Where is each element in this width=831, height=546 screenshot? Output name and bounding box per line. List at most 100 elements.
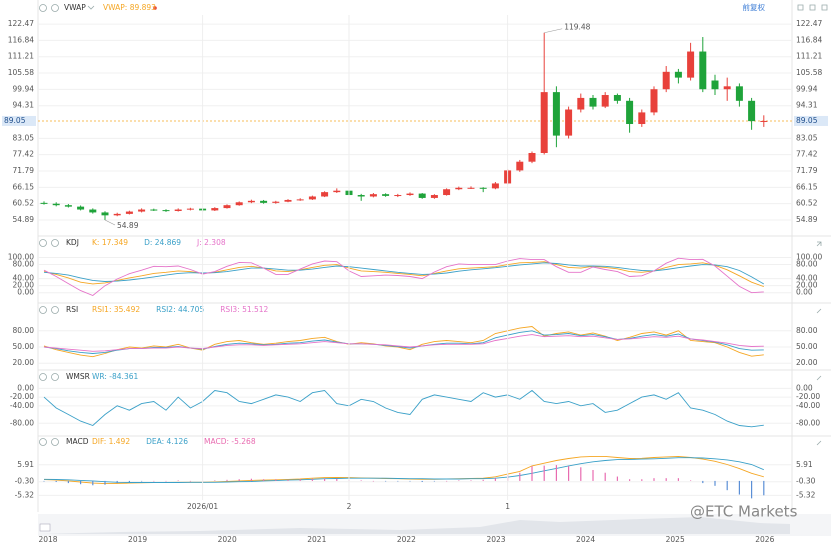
candle-body (601, 95, 609, 107)
histogram-bar (104, 480, 106, 485)
y-tick-label: 99.94 (796, 84, 818, 93)
candle-body (174, 209, 182, 211)
settings-icon[interactable] (39, 438, 47, 446)
histogram-bar (616, 476, 618, 481)
navigator-year: 2019 (128, 535, 147, 544)
candle-body (211, 208, 219, 211)
y-tick-label: -0.30 (796, 477, 816, 486)
y-tick-label: 20.00 (796, 281, 818, 290)
y-tick-label: 60.52 (796, 199, 818, 208)
legend-entry: MACD: -5.268 (204, 437, 256, 446)
navigator-year: 2020 (218, 535, 237, 544)
y-tick-label: 50.00 (13, 342, 35, 351)
indicator-line (43, 257, 764, 297)
indicator-line (43, 389, 764, 428)
candle-body (382, 194, 390, 196)
dropdown-icon[interactable] (87, 5, 95, 10)
last-price-box (794, 115, 828, 126)
y-tick-label: 77.42 (13, 150, 35, 159)
y-tick-label: 80.00 (796, 260, 818, 269)
legend-entry: RSI3: 51.512 (220, 305, 268, 314)
y-tick-label: 105.58 (796, 68, 822, 77)
settings-icon[interactable] (39, 306, 47, 314)
candle-body (272, 201, 280, 203)
candle-body (308, 196, 316, 200)
y-tick-label: 122.47 (796, 19, 822, 28)
y-tick-label: 20.00 (13, 281, 35, 290)
y-tick-label: -40.00 (10, 401, 34, 410)
candle-body (40, 202, 48, 204)
histogram-bar (446, 480, 448, 482)
expand-icons[interactable] (816, 241, 822, 446)
navigator-area (38, 517, 790, 534)
candle-body (77, 206, 85, 210)
candle-body (455, 187, 463, 190)
adjust-label[interactable]: 前复权 (743, 2, 766, 12)
y-tick-label: 54.89 (13, 215, 35, 224)
y-tick-label: 80.00 (13, 326, 35, 335)
indicator-line (43, 330, 764, 354)
candle-body (369, 194, 377, 197)
settings-icon[interactable] (39, 4, 47, 12)
histogram-bar (67, 480, 69, 484)
candle-body (235, 202, 243, 206)
candle-body (650, 89, 658, 113)
y-tick-label: 122.47 (8, 19, 34, 28)
panel-title: VWAP (64, 3, 86, 12)
histogram-bar (751, 480, 753, 499)
candle-body (638, 112, 646, 125)
window-icons[interactable] (797, 4, 828, 11)
histogram-bar (226, 479, 228, 481)
y-tick-label: 100.00 (8, 253, 34, 262)
histogram-bar (397, 480, 399, 482)
y-tick-label: 40.00 (13, 274, 35, 283)
eye-icon[interactable] (51, 239, 59, 247)
histogram-bar (214, 480, 216, 481)
candle-body (64, 205, 72, 207)
x-tick-label: 1 (505, 502, 510, 511)
histogram-bar (677, 478, 679, 481)
candle-body (662, 71, 670, 90)
panel-title: RSI (66, 305, 78, 314)
navigator-handle[interactable] (39, 523, 51, 532)
y-tick-label: 5.91 (796, 460, 813, 469)
candle-body (89, 209, 97, 213)
candle-body (260, 200, 268, 203)
histogram-bar (555, 465, 557, 481)
eye-icon[interactable] (51, 438, 59, 446)
candle-body (735, 86, 743, 101)
y-tick-label: -0.30 (15, 477, 35, 486)
eye-icon[interactable] (51, 373, 59, 381)
eye-icon[interactable] (51, 306, 59, 314)
settings-icon[interactable] (39, 239, 47, 247)
histogram-bar (604, 472, 606, 481)
candle-body (516, 161, 524, 171)
indicator-line (43, 262, 765, 285)
low-leader (104, 219, 116, 226)
histogram-bar (153, 480, 155, 482)
candle-body (333, 190, 341, 193)
candle-body (491, 183, 499, 189)
candle-body (613, 95, 621, 101)
candle-body (138, 209, 146, 212)
candle-body (565, 109, 573, 136)
y-tick-label: 99.94 (13, 84, 35, 93)
histogram-bar (702, 480, 704, 484)
histogram-bar (141, 480, 143, 482)
histogram-bar (287, 479, 289, 481)
candle-body (748, 100, 756, 122)
candle-body (52, 203, 60, 206)
last-price-box (2, 115, 36, 126)
histogram-bar (543, 465, 545, 481)
histogram-bar (531, 466, 533, 481)
candle-body (674, 71, 682, 78)
histogram-bar (726, 480, 728, 491)
toolbar-icons (39, 4, 828, 446)
y-tick-label: -40.00 (796, 401, 820, 410)
eye-icon[interactable] (51, 4, 59, 12)
settings-icon[interactable] (39, 373, 47, 381)
y-tick-label: 0.00 (796, 383, 813, 392)
candle-body (589, 97, 597, 107)
y-tick-label: 100.00 (796, 253, 822, 262)
